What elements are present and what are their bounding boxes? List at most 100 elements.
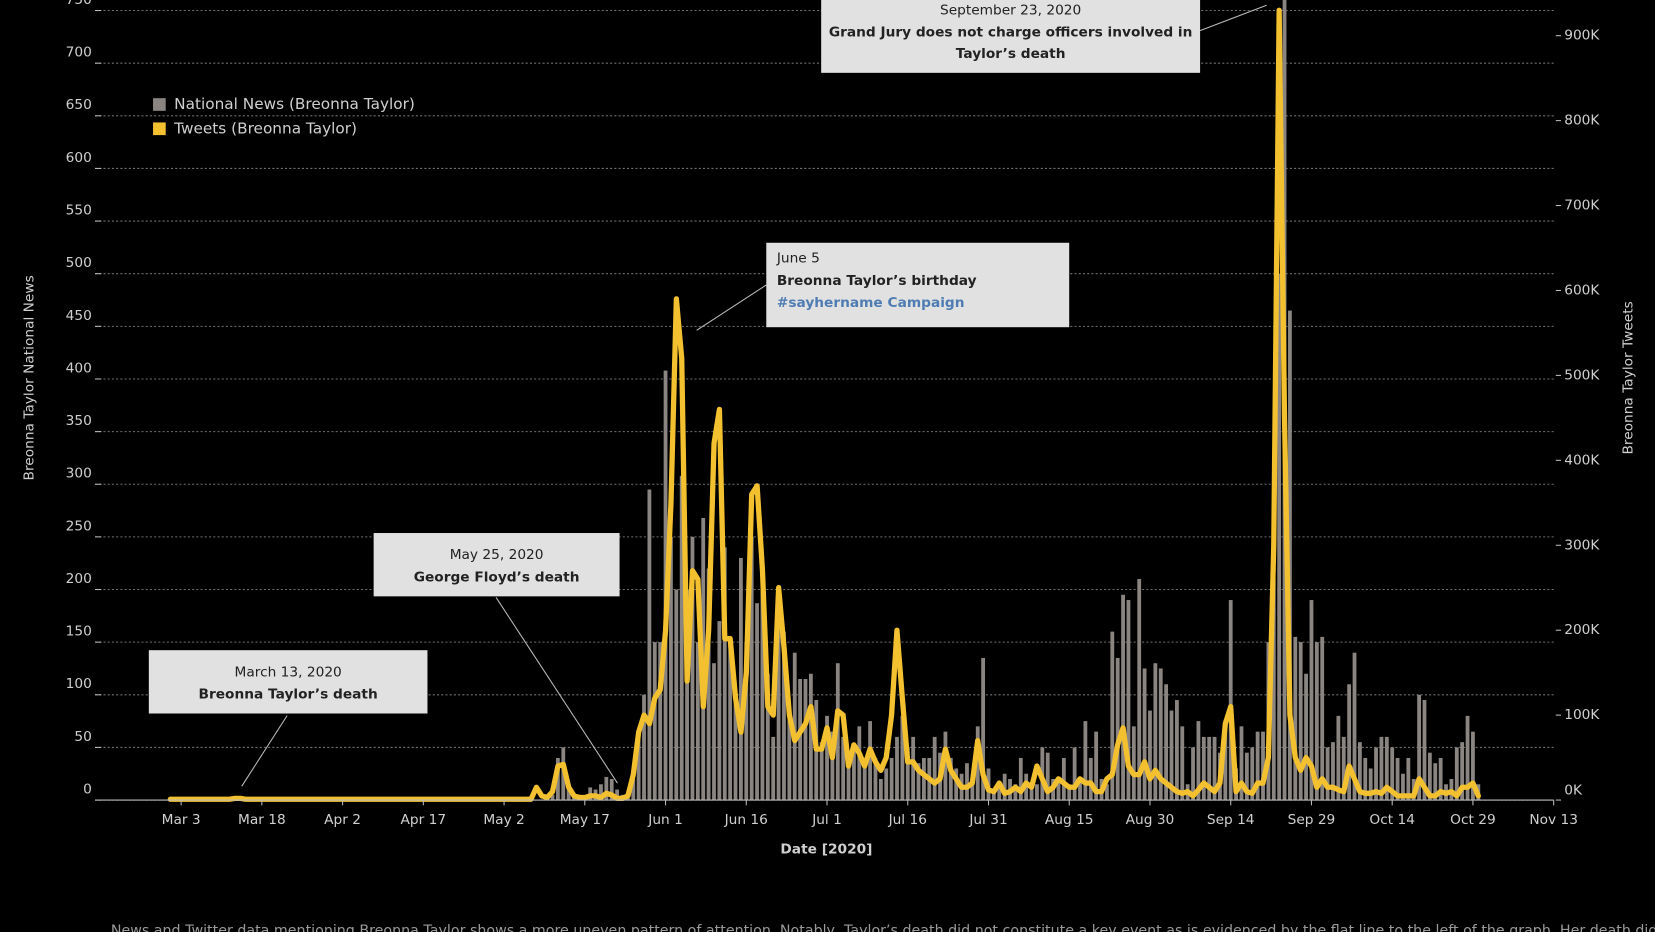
bar xyxy=(841,736,846,801)
annotation-date: March 13, 2020 xyxy=(235,664,342,680)
bar xyxy=(1460,742,1465,801)
bar xyxy=(1320,636,1325,801)
bar xyxy=(631,779,636,801)
leader-line xyxy=(495,597,618,784)
bar xyxy=(1212,736,1217,801)
bar xyxy=(1142,668,1147,801)
bar xyxy=(1078,779,1082,801)
bar xyxy=(857,726,862,801)
bar xyxy=(728,642,733,801)
bar xyxy=(965,763,969,801)
bar xyxy=(905,747,910,801)
bar xyxy=(1067,784,1072,801)
x-tick-label: Sep 29 xyxy=(1288,812,1336,828)
y-tick-label: 400 xyxy=(66,360,92,376)
bar xyxy=(787,715,792,801)
bar xyxy=(1352,652,1357,801)
bar xyxy=(1438,757,1443,801)
leader-line xyxy=(241,715,288,787)
bar xyxy=(1454,747,1459,801)
bar xyxy=(744,642,749,801)
y-tick-label: 0 xyxy=(83,782,92,798)
bar xyxy=(1223,721,1228,801)
bar xyxy=(1293,636,1298,801)
bar xyxy=(776,615,781,801)
annotation-extra: #sayhername Campaign xyxy=(777,295,965,311)
y-tick-label: 650 xyxy=(66,97,92,113)
x-tick-label: Jul 31 xyxy=(968,812,1007,828)
bar xyxy=(1239,726,1244,801)
x-tick-label: Apr 2 xyxy=(324,812,361,828)
bar xyxy=(712,663,716,801)
bar xyxy=(717,621,722,801)
bar xyxy=(1083,721,1088,801)
bar xyxy=(1013,784,1018,801)
bar xyxy=(1105,784,1109,801)
y-tick-label: 150 xyxy=(66,624,92,640)
x-tick-label: Apr 17 xyxy=(401,812,447,828)
bar xyxy=(1465,715,1470,801)
annotation-box xyxy=(821,0,1201,73)
bar xyxy=(1422,700,1427,801)
bar xyxy=(1325,747,1330,801)
bar xyxy=(852,747,856,801)
bar xyxy=(1363,757,1368,801)
bar xyxy=(782,631,786,801)
bar xyxy=(1137,578,1142,801)
bar xyxy=(1126,600,1131,801)
bar xyxy=(1148,710,1152,801)
bar xyxy=(599,784,603,801)
bar xyxy=(932,736,937,801)
y-tick-label: 350 xyxy=(66,413,92,429)
bar xyxy=(1035,784,1039,801)
y2-tick-label: 900K xyxy=(1564,28,1600,44)
bar xyxy=(1045,752,1050,801)
leader-line xyxy=(696,284,767,331)
bar xyxy=(873,757,878,801)
bar xyxy=(798,678,803,801)
bar xyxy=(636,736,641,801)
y2-tick-label: 600K xyxy=(1564,282,1600,298)
bar xyxy=(1244,752,1249,801)
bar xyxy=(685,589,689,801)
x-tick-label: Mar 18 xyxy=(238,812,286,828)
axes: 0 50 100 150 200 250 300 350 400 450 500 550 600 650 7… xyxy=(66,0,1601,828)
bar xyxy=(1002,773,1007,801)
bar xyxy=(679,475,684,801)
bar xyxy=(862,757,867,801)
marks xyxy=(167,0,1481,802)
bar xyxy=(1191,747,1195,801)
bar xyxy=(884,768,889,801)
bar xyxy=(1207,736,1212,801)
y-tick-label: 500 xyxy=(66,255,92,271)
y-tick-label: 50 xyxy=(74,729,91,745)
bar xyxy=(1374,747,1378,801)
y2-tick-label: 700K xyxy=(1564,198,1600,214)
bar xyxy=(846,757,851,801)
annotation-box xyxy=(373,533,620,597)
bar xyxy=(975,726,980,801)
bar xyxy=(1309,600,1314,801)
bar xyxy=(652,642,657,801)
annotation-box xyxy=(148,650,428,714)
bar xyxy=(1368,768,1373,801)
x-tick-label: Jul 16 xyxy=(888,812,927,828)
bar xyxy=(642,694,646,801)
legend-swatch xyxy=(153,122,166,136)
bar xyxy=(878,779,883,801)
bar xyxy=(997,784,1002,801)
bar xyxy=(1228,600,1233,801)
x-tick-label: Nov 13 xyxy=(1529,812,1578,828)
bar xyxy=(819,742,824,801)
bar xyxy=(1433,763,1438,801)
bar xyxy=(1131,726,1136,801)
bar xyxy=(615,789,620,801)
y-tick-label: 600 xyxy=(66,150,92,166)
line xyxy=(167,7,1481,802)
bar xyxy=(1169,710,1174,801)
bar xyxy=(722,547,727,801)
bar xyxy=(1196,721,1201,801)
bar xyxy=(954,768,959,801)
bar xyxy=(943,731,948,801)
y-tick-label: 450 xyxy=(66,308,92,324)
